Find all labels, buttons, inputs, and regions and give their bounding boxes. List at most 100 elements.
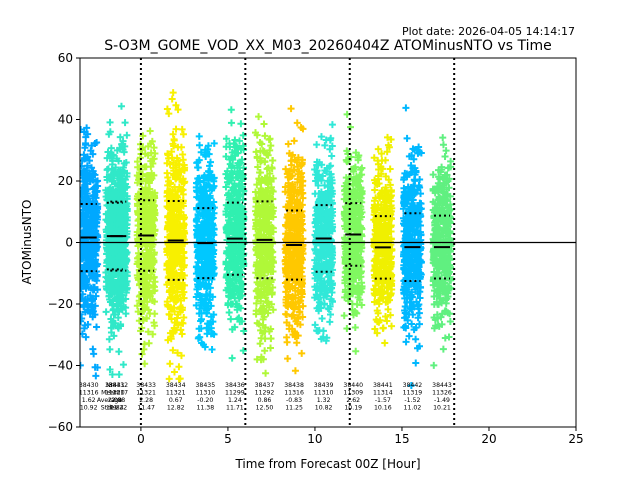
data-point <box>86 197 94 205</box>
orbit-38438-points <box>281 105 307 375</box>
data-point <box>204 142 212 150</box>
data-point <box>239 347 247 355</box>
data-point <box>89 150 97 158</box>
data-point <box>177 272 185 280</box>
data-point <box>123 284 131 292</box>
data-point <box>89 192 97 200</box>
data-point <box>102 308 110 316</box>
data-point <box>238 281 246 289</box>
data-point <box>328 152 336 160</box>
data-point <box>174 106 182 114</box>
data-point <box>115 191 123 199</box>
data-point <box>88 164 96 172</box>
data-point <box>165 375 173 383</box>
data-point <box>235 137 243 145</box>
data-point <box>173 314 181 322</box>
data-point <box>170 368 178 376</box>
data-point <box>326 318 334 326</box>
data-point <box>92 292 100 300</box>
data-point <box>207 313 215 321</box>
data-point <box>198 209 206 217</box>
data-point <box>236 181 244 189</box>
data-point <box>140 340 148 348</box>
orbit-38439-points <box>311 121 337 345</box>
data-point <box>144 194 152 202</box>
data-point <box>230 290 238 298</box>
data-point <box>174 168 182 176</box>
data-point <box>163 105 171 113</box>
data-point <box>166 187 174 195</box>
data-point <box>81 229 89 237</box>
data-point <box>210 250 218 258</box>
data-point <box>121 119 129 127</box>
data-point <box>228 354 236 362</box>
data-point <box>313 141 321 149</box>
data-point <box>222 260 230 268</box>
data-point <box>148 169 156 177</box>
data-point <box>233 244 241 252</box>
data-point <box>82 333 90 341</box>
plot-date: Plot date: 2026-04-05 14:14:17 <box>402 25 575 38</box>
data-point <box>80 239 84 247</box>
data-point <box>210 226 218 234</box>
plot-area: NrMeanAverageStdev38430113161.6210.92384… <box>80 58 576 427</box>
data-point <box>83 300 91 308</box>
data-point <box>113 254 121 262</box>
data-point <box>225 285 233 293</box>
data-point <box>80 301 88 309</box>
data-point <box>151 278 159 286</box>
data-point <box>150 216 158 224</box>
orbit-38433-points <box>133 127 159 368</box>
data-point <box>239 142 247 150</box>
data-point <box>178 185 186 193</box>
data-point <box>91 363 99 371</box>
orbit-38441-points <box>370 133 396 347</box>
data-point <box>80 315 86 323</box>
data-point <box>235 249 243 257</box>
data-point <box>206 262 214 270</box>
data-point <box>237 174 245 182</box>
data-point <box>231 187 239 195</box>
data-point <box>205 194 213 202</box>
data-point <box>89 307 97 315</box>
data-point <box>80 324 88 332</box>
data-point <box>207 158 215 166</box>
data-point <box>108 173 116 181</box>
data-point <box>193 232 201 240</box>
data-point <box>80 294 86 302</box>
data-point <box>201 146 209 154</box>
data-point <box>236 277 244 285</box>
data-point <box>111 269 119 277</box>
data-point <box>239 224 247 232</box>
data-point <box>235 266 243 274</box>
data-point <box>201 261 209 269</box>
data-point <box>207 324 215 332</box>
data-point <box>298 349 306 357</box>
data-point <box>106 128 114 136</box>
data-point <box>80 126 85 134</box>
data-point <box>174 349 182 357</box>
data-point <box>91 275 99 283</box>
data-point <box>114 280 122 288</box>
data-point <box>81 154 89 162</box>
data-point <box>177 303 185 311</box>
data-point <box>202 290 210 298</box>
data-point <box>145 306 153 314</box>
data-point <box>80 245 85 253</box>
data-point <box>222 226 230 234</box>
data-point <box>143 315 151 323</box>
data-point <box>123 131 131 139</box>
data-point <box>82 133 90 141</box>
data-point <box>179 190 187 198</box>
data-point <box>388 322 396 330</box>
data-point <box>112 228 120 236</box>
data-point <box>141 360 149 368</box>
data-point <box>83 162 91 170</box>
data-point <box>117 102 125 110</box>
data-point <box>91 221 99 229</box>
data-point <box>173 217 181 225</box>
data-point <box>139 316 147 324</box>
data-point <box>117 286 125 294</box>
data-point <box>202 252 210 260</box>
data-point <box>210 174 218 182</box>
